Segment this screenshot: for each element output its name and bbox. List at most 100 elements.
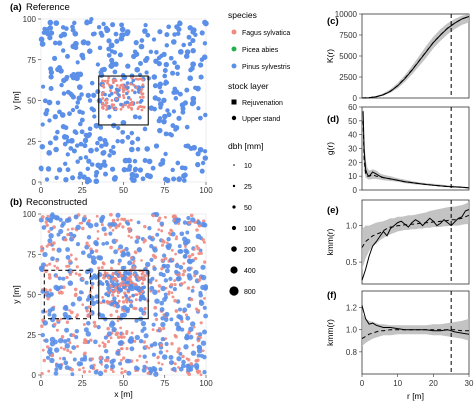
tree-point — [173, 283, 177, 287]
tree-point — [187, 258, 193, 265]
tree-point — [134, 293, 138, 296]
tree-point — [142, 278, 145, 282]
tree-point — [161, 238, 165, 242]
tree-point — [75, 60, 80, 65]
tree-point — [144, 261, 151, 268]
tree-point — [202, 305, 207, 310]
tree-point — [121, 296, 125, 299]
tree-point — [68, 309, 71, 312]
tree-point — [169, 282, 174, 287]
tree-point — [141, 282, 144, 285]
tree-point — [106, 52, 112, 58]
panel-d-ytick-label: 0 — [353, 186, 358, 195]
panel-e-ytick-label: 1.0 — [346, 222, 358, 231]
tree-point — [149, 369, 154, 374]
tree-point — [55, 275, 59, 278]
tree-point — [135, 101, 139, 104]
map-b-points — [38, 211, 209, 377]
tree-point — [130, 89, 134, 92]
tree-point — [117, 291, 120, 294]
tree-point — [92, 114, 97, 119]
tree-point — [165, 263, 171, 269]
tree-point — [119, 102, 123, 107]
tree-point — [120, 129, 126, 135]
tree-point — [151, 37, 157, 42]
tree-point — [163, 176, 169, 182]
tree-point — [100, 266, 104, 269]
tree-point — [139, 38, 145, 43]
tree-point — [75, 241, 81, 247]
tree-point — [198, 74, 204, 80]
tree-point — [79, 117, 85, 123]
tree-point — [190, 38, 196, 44]
tree-point — [68, 137, 75, 144]
tree-point — [157, 127, 163, 134]
tree-point — [180, 319, 184, 324]
tree-point — [138, 43, 145, 50]
tree-point — [173, 333, 177, 338]
tree-point — [85, 309, 89, 313]
tree-point — [87, 126, 93, 132]
tree-point — [80, 226, 85, 231]
map-b-xtick-label: 100 — [199, 379, 213, 388]
tree-point — [134, 77, 138, 81]
map-b-ytick-label: 100 — [23, 210, 37, 219]
tree-point — [46, 297, 50, 301]
tree-point — [49, 316, 56, 323]
tree-point — [126, 221, 131, 226]
tree-point — [151, 214, 155, 218]
tree-point — [138, 338, 144, 344]
tree-point — [106, 299, 109, 303]
legend-dbh-50-symbol — [232, 205, 236, 209]
tree-point — [176, 356, 182, 362]
tree-point — [126, 90, 130, 93]
map-b-ytick-label: 0 — [32, 371, 37, 380]
tree-point — [142, 297, 147, 301]
tree-point — [136, 285, 141, 290]
tree-point — [47, 35, 53, 41]
tree-point — [140, 328, 145, 333]
tree-point — [140, 108, 144, 112]
tree-point — [108, 42, 115, 49]
tree-point — [94, 169, 100, 176]
tree-point — [53, 264, 57, 268]
tree-point — [65, 264, 69, 268]
tree-point — [74, 257, 78, 261]
tree-point — [122, 96, 126, 99]
tree-point — [135, 136, 141, 142]
map-a-xtick-label: 25 — [78, 186, 87, 195]
tree-point — [141, 78, 145, 82]
tree-point — [199, 168, 205, 174]
tree-point — [121, 88, 125, 92]
tree-point — [80, 250, 86, 256]
tree-point — [193, 256, 198, 261]
tree-point — [165, 349, 169, 353]
tree-point — [172, 60, 177, 66]
tree-point — [96, 325, 101, 330]
panel-f-reference-line — [361, 305, 470, 335]
tree-point — [103, 79, 107, 83]
tree-point — [119, 358, 123, 362]
tree-point — [85, 132, 92, 139]
tree-point — [117, 247, 120, 251]
tree-point — [111, 326, 117, 333]
tree-point — [173, 298, 177, 303]
tree-point — [121, 167, 127, 173]
tree-point — [170, 231, 176, 237]
tree-point — [103, 104, 107, 107]
tree-point — [107, 114, 112, 119]
tree-point — [142, 285, 146, 290]
tree-point — [158, 216, 162, 220]
tree-point — [164, 311, 170, 317]
tree-point — [116, 319, 120, 323]
tree-point — [98, 72, 105, 78]
tree-point — [199, 336, 202, 339]
tree-point — [49, 226, 54, 231]
tree-point — [113, 91, 117, 94]
tree-point — [65, 255, 71, 260]
tree-point — [173, 89, 180, 95]
tree-point — [156, 118, 162, 124]
tree-point — [157, 84, 163, 90]
tree-point — [132, 306, 136, 310]
